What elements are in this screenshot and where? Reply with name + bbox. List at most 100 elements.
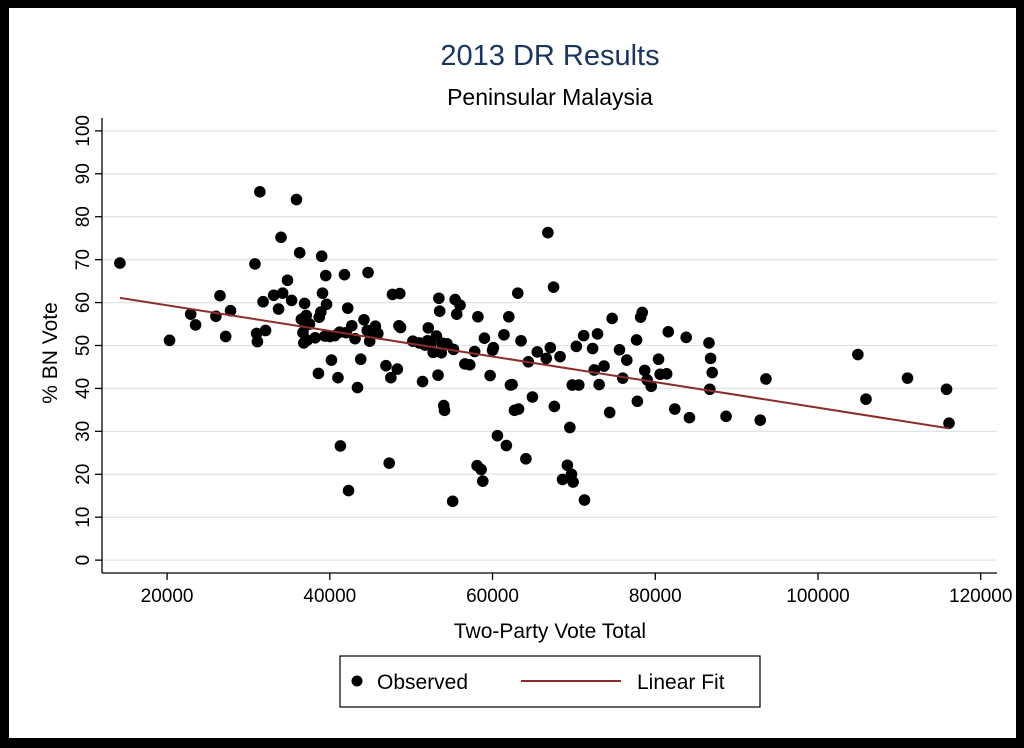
data-point: [570, 340, 583, 353]
data-point: [943, 417, 955, 429]
data-point: [478, 332, 491, 345]
data-point: [598, 360, 610, 372]
data-point: [660, 368, 673, 380]
data-point: [468, 345, 481, 358]
data-point: [358, 313, 370, 326]
data-point: [433, 292, 445, 305]
data-point: [561, 459, 574, 472]
x-tick-label: 100000: [786, 586, 849, 607]
data-point: [345, 319, 358, 332]
data-point: [316, 287, 329, 299]
scatter-chart: 2013 DR Results Peninsular Malaysia 0 10 2…: [39, 40, 1012, 708]
data-point: [487, 341, 500, 354]
data-point: [254, 186, 266, 198]
data-point: [680, 331, 692, 344]
data-point: [332, 371, 344, 384]
data-point: [498, 328, 510, 341]
data-point: [249, 258, 261, 270]
data-point: [184, 308, 197, 320]
x-tick-label: 60000: [466, 586, 519, 607]
y-tick-label: 90: [73, 163, 94, 184]
data-point: [606, 312, 618, 325]
data-point: [512, 403, 525, 415]
data-point: [275, 231, 287, 244]
data-point: [463, 359, 476, 371]
data-point: [586, 342, 599, 355]
data-point: [503, 310, 515, 323]
data-point: [372, 327, 384, 340]
data-point: [593, 378, 605, 391]
data-point: [556, 473, 569, 486]
data-point: [219, 330, 232, 343]
data-point: [290, 193, 303, 206]
data-point: [272, 303, 285, 315]
y-tick-label: 80: [73, 206, 94, 227]
data-point: [577, 329, 590, 342]
data-point: [754, 414, 767, 426]
data-point: [500, 439, 513, 452]
chart-title: 2013 DR Results: [440, 40, 659, 72]
legend-observed-label: Observed: [377, 671, 468, 694]
data-point: [603, 406, 616, 419]
data-point: [224, 304, 237, 317]
data-point: [544, 341, 557, 354]
data-point: [338, 268, 351, 281]
data-point: [591, 328, 604, 340]
data-point: [257, 295, 269, 308]
data-point: [251, 335, 264, 348]
data-point: [391, 363, 404, 375]
chart-frame: 2013 DR Results Peninsular Malaysia 0 10 2…: [9, 8, 1016, 738]
data-point: [554, 350, 566, 363]
data-point: [393, 287, 406, 300]
data-point: [511, 287, 524, 299]
data-point: [683, 411, 696, 424]
data-point: [620, 354, 633, 366]
data-point: [531, 346, 544, 358]
data-point: [475, 463, 487, 476]
data-point: [506, 378, 518, 391]
y-tick-label: 30: [73, 421, 94, 442]
x-tick-label: 120000: [949, 586, 1012, 607]
legend-fit-label: Linear Fit: [637, 671, 725, 694]
data-point: [630, 334, 643, 346]
data-point: [309, 331, 321, 344]
data-point: [548, 400, 561, 413]
data-point: [572, 379, 585, 391]
data-point: [383, 457, 396, 469]
data-point: [334, 440, 347, 452]
data-point: [567, 476, 579, 488]
y-tick-label: 40: [73, 378, 94, 399]
data-point: [613, 343, 626, 356]
legend-observed-marker: [351, 675, 363, 687]
data-point: [351, 381, 364, 394]
data-point: [491, 429, 504, 442]
data-point: [315, 250, 328, 263]
data-point: [259, 324, 272, 337]
y-tick-label: 0: [73, 555, 94, 566]
data-point: [214, 289, 226, 302]
data-point: [189, 319, 202, 331]
data-point: [394, 321, 407, 334]
data-point: [416, 375, 429, 388]
y-axis-label: % BN Vote: [39, 302, 62, 404]
data-point: [638, 364, 651, 377]
data-point: [669, 403, 681, 415]
data-point: [293, 246, 306, 259]
data-point: [703, 337, 715, 349]
x-tick-label: 80000: [629, 586, 682, 607]
data-point: [433, 305, 446, 317]
data-point: [267, 289, 280, 302]
data-point: [297, 337, 310, 349]
y-tick-label: 60: [73, 292, 94, 313]
data-point: [703, 383, 716, 396]
data-point: [354, 353, 367, 366]
data-point: [342, 484, 355, 497]
data-point: [285, 294, 298, 307]
data-point: [526, 391, 539, 403]
data-point: [542, 226, 554, 239]
x-tick-label: 40000: [303, 586, 356, 607]
data-point: [472, 310, 484, 323]
data-point: [446, 495, 459, 508]
data-point: [662, 325, 675, 338]
x-tick-label: 20000: [141, 586, 194, 607]
